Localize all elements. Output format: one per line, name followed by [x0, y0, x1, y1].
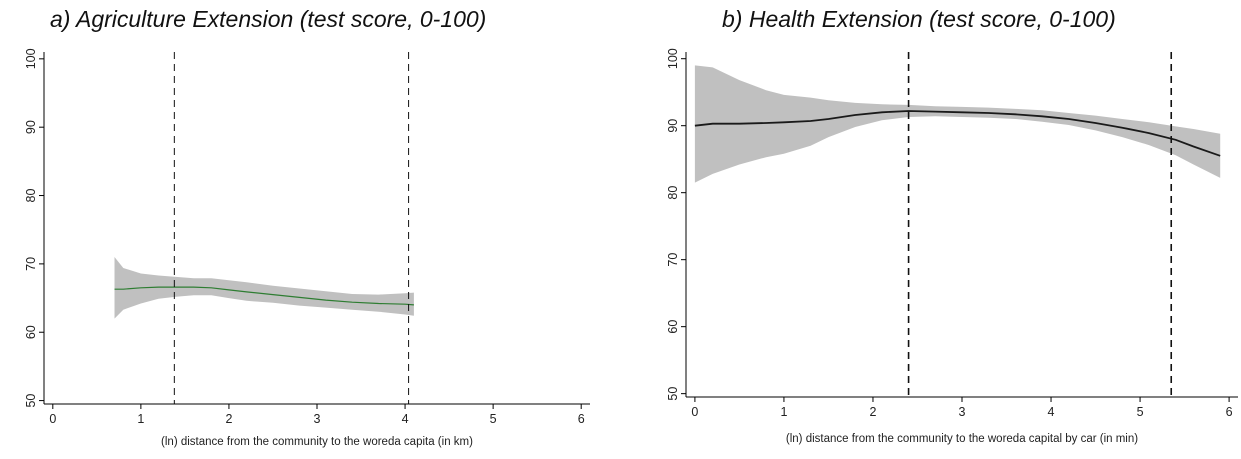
fitted-line [694, 110, 1221, 157]
y-tick-label: 90 [666, 119, 680, 133]
y-tick-label: 80 [666, 186, 680, 200]
y-tick-label: 80 [24, 189, 38, 203]
x-tick-label: 0 [691, 405, 698, 419]
x-tick-label: 0 [49, 412, 56, 426]
panel-b-chart: 0 1 2 3 4 5 6 50 60 70 80 90 100 (ln) distance from t… [666, 48, 1238, 445]
x-tick-label: 2 [869, 405, 876, 419]
fitted-line [114, 286, 414, 306]
x-tick-label: 5 [490, 412, 497, 426]
confidence-band [694, 65, 1221, 183]
x-tick-label: 3 [959, 405, 966, 419]
y-tick-label: 70 [24, 257, 38, 271]
y-tick-label: 60 [24, 325, 38, 339]
x-tick-label: 6 [578, 412, 585, 426]
y-tick-label: 100 [24, 48, 38, 69]
x-axis-label: (ln) distance from the community to the … [786, 433, 1138, 445]
panel-a-title: a) Agriculture Extension (test score, 0-… [50, 6, 487, 32]
x-tick-label: 4 [402, 412, 409, 426]
x-tick-label: 6 [1226, 405, 1233, 419]
y-tick-label: 70 [666, 253, 680, 267]
x-tick-label: 3 [314, 412, 321, 426]
x-tick-label: 2 [225, 412, 232, 426]
panel-b-title: b) Health Extension (test score, 0-100) [722, 6, 1116, 32]
x-tick-label: 1 [780, 405, 787, 419]
x-tick-label: 1 [137, 412, 144, 426]
y-tick-label: 100 [666, 48, 680, 69]
y-tick-label: 90 [24, 120, 38, 134]
x-tick-label: 5 [1137, 405, 1144, 419]
confidence-band [114, 257, 414, 319]
y-tick-label: 50 [666, 387, 680, 401]
x-tick-label: 4 [1048, 405, 1055, 419]
y-tick-label: 60 [666, 320, 680, 334]
x-axis-label: (ln) distance from the community to the … [161, 436, 473, 448]
y-tick-label: 50 [24, 394, 38, 408]
panel-a-chart: 0 1 2 3 4 5 6 50 60 70 80 90 100 (ln) distance from t… [24, 48, 590, 448]
